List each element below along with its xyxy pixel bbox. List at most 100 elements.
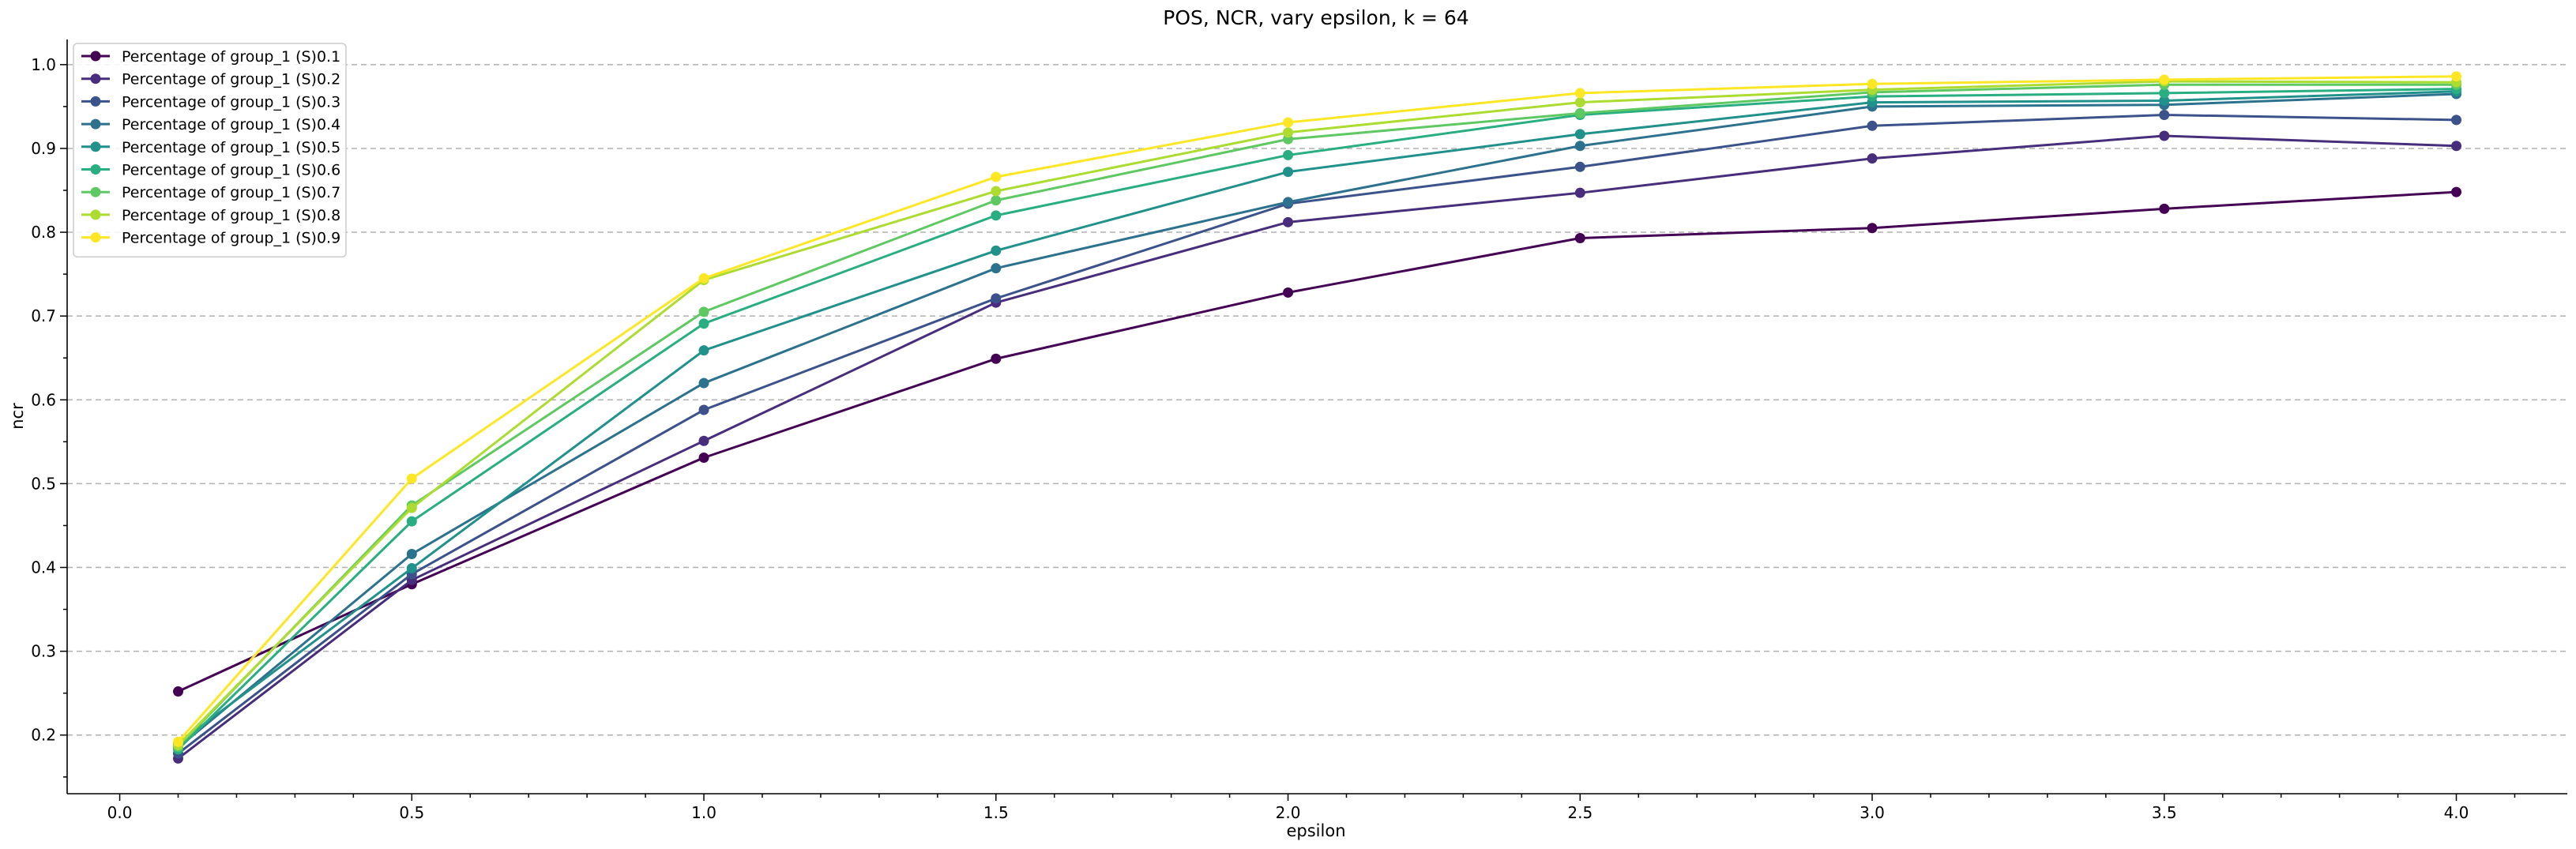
y-tick-label: 0.4 (31, 558, 56, 577)
data-point (2450, 186, 2461, 197)
legend-item: Percentage of group_1 (S)0.9 (81, 230, 340, 247)
data-point (698, 378, 709, 389)
data-point (1574, 97, 1585, 108)
data-point (1574, 88, 1585, 99)
legend-item: Percentage of group_1 (S)0.1 (81, 48, 340, 66)
x-tick-label: 4.0 (2444, 803, 2469, 822)
data-point (406, 473, 417, 484)
data-point (2159, 74, 2170, 85)
y-tick-label: 0.2 (31, 726, 56, 745)
data-point (1283, 127, 1294, 138)
data-point (1574, 161, 1585, 172)
data-point (1574, 232, 1585, 243)
series-line (177, 80, 2457, 746)
data-point (1283, 117, 1294, 128)
data-point (991, 171, 1002, 182)
legend-marker (90, 141, 101, 152)
data-point (1283, 149, 1294, 160)
legend-item: Percentage of group_1 (S)0.5 (81, 139, 340, 156)
data-point (2450, 71, 2461, 82)
data-point (2159, 95, 2170, 106)
data-point (2159, 130, 2170, 141)
legend-label: Percentage of group_1 (S)0.5 (122, 139, 340, 156)
x-tick-label: 3.0 (1860, 803, 1885, 822)
x-tick-label: 2.5 (1567, 803, 1593, 822)
data-point (698, 272, 709, 284)
data-point (406, 549, 417, 560)
legend: Percentage of group_1 (S)0.1 Percentage o… (73, 43, 347, 258)
data-point (1867, 120, 1878, 131)
y-tick-label: 0.9 (31, 139, 56, 158)
x-tick-label: 3.5 (2152, 803, 2177, 822)
y-tick-label: 0.8 (31, 223, 56, 242)
legend-label: Percentage of group_1 (S)0.7 (122, 184, 340, 201)
series-line (177, 90, 2457, 745)
y-tick-label: 0.6 (31, 390, 56, 409)
data-point (1867, 223, 1878, 234)
data-point (173, 686, 184, 697)
series-3 (173, 110, 2461, 759)
data-point (1574, 187, 1585, 198)
data-point (1283, 287, 1294, 298)
series-line (177, 92, 2457, 749)
series-line (177, 88, 2457, 750)
data-point (1283, 167, 1294, 178)
y-axis-label: ncr (8, 403, 27, 430)
legend-marker (90, 209, 101, 220)
data-point (1283, 216, 1294, 227)
series-9 (173, 71, 2461, 747)
x-tick-label: 2.0 (1276, 803, 1301, 822)
chart-title: POS, NCR, vary epsilon, k = 64 (1163, 6, 1469, 29)
x-tick-label: 1.5 (983, 803, 1009, 822)
x-tick-label: 1.0 (691, 803, 716, 822)
legend-label: Percentage of group_1 (S)0.6 (122, 162, 340, 179)
data-point (173, 736, 184, 747)
legend-item: Percentage of group_1 (S)0.7 (81, 184, 340, 201)
legend-marker (90, 118, 101, 130)
grid (67, 64, 2567, 736)
data-point (1867, 153, 1878, 164)
data-point (991, 293, 1002, 304)
data-point (1574, 129, 1585, 140)
data-point (2159, 110, 2170, 120)
legend-marker (90, 73, 101, 85)
data-point (991, 245, 1002, 256)
data-point (2450, 141, 2461, 152)
data-point (1867, 78, 1878, 89)
y-tick-label: 1.0 (31, 55, 56, 74)
legend-marker (90, 164, 101, 175)
data-point (1574, 141, 1585, 152)
series-2 (173, 130, 2461, 764)
series-8 (173, 76, 2461, 750)
series-line (177, 83, 2457, 748)
legend-marker (90, 186, 101, 197)
y-tick-label: 0.7 (31, 306, 56, 325)
data-point (698, 318, 709, 329)
data-point (2159, 203, 2170, 214)
data-point (698, 306, 709, 317)
data-point (406, 502, 417, 513)
series-5 (173, 86, 2461, 749)
data-point (406, 516, 417, 527)
data-point (2159, 88, 2170, 99)
data-point (1574, 107, 1585, 118)
series-line (177, 75, 2457, 743)
x-tick-label: 0.5 (399, 803, 424, 822)
data-point (2450, 115, 2461, 126)
legend-item: Percentage of group_1 (S)0.8 (81, 207, 340, 224)
data-point (698, 345, 709, 356)
data-point (406, 563, 417, 574)
series-6 (173, 84, 2461, 755)
data-point (991, 263, 1002, 274)
legend-item: Percentage of group_1 (S)0.6 (81, 162, 340, 179)
axes (66, 39, 2567, 795)
legend-label: Percentage of group_1 (S)0.9 (122, 230, 340, 247)
data-point (698, 452, 709, 463)
legend-label: Percentage of group_1 (S)0.8 (122, 207, 340, 224)
data-point (698, 404, 709, 415)
data-point (991, 186, 1002, 197)
y-tick-label: 0.5 (31, 474, 56, 493)
legend-label: Percentage of group_1 (S)0.1 (122, 48, 340, 66)
data-point (991, 353, 1002, 364)
